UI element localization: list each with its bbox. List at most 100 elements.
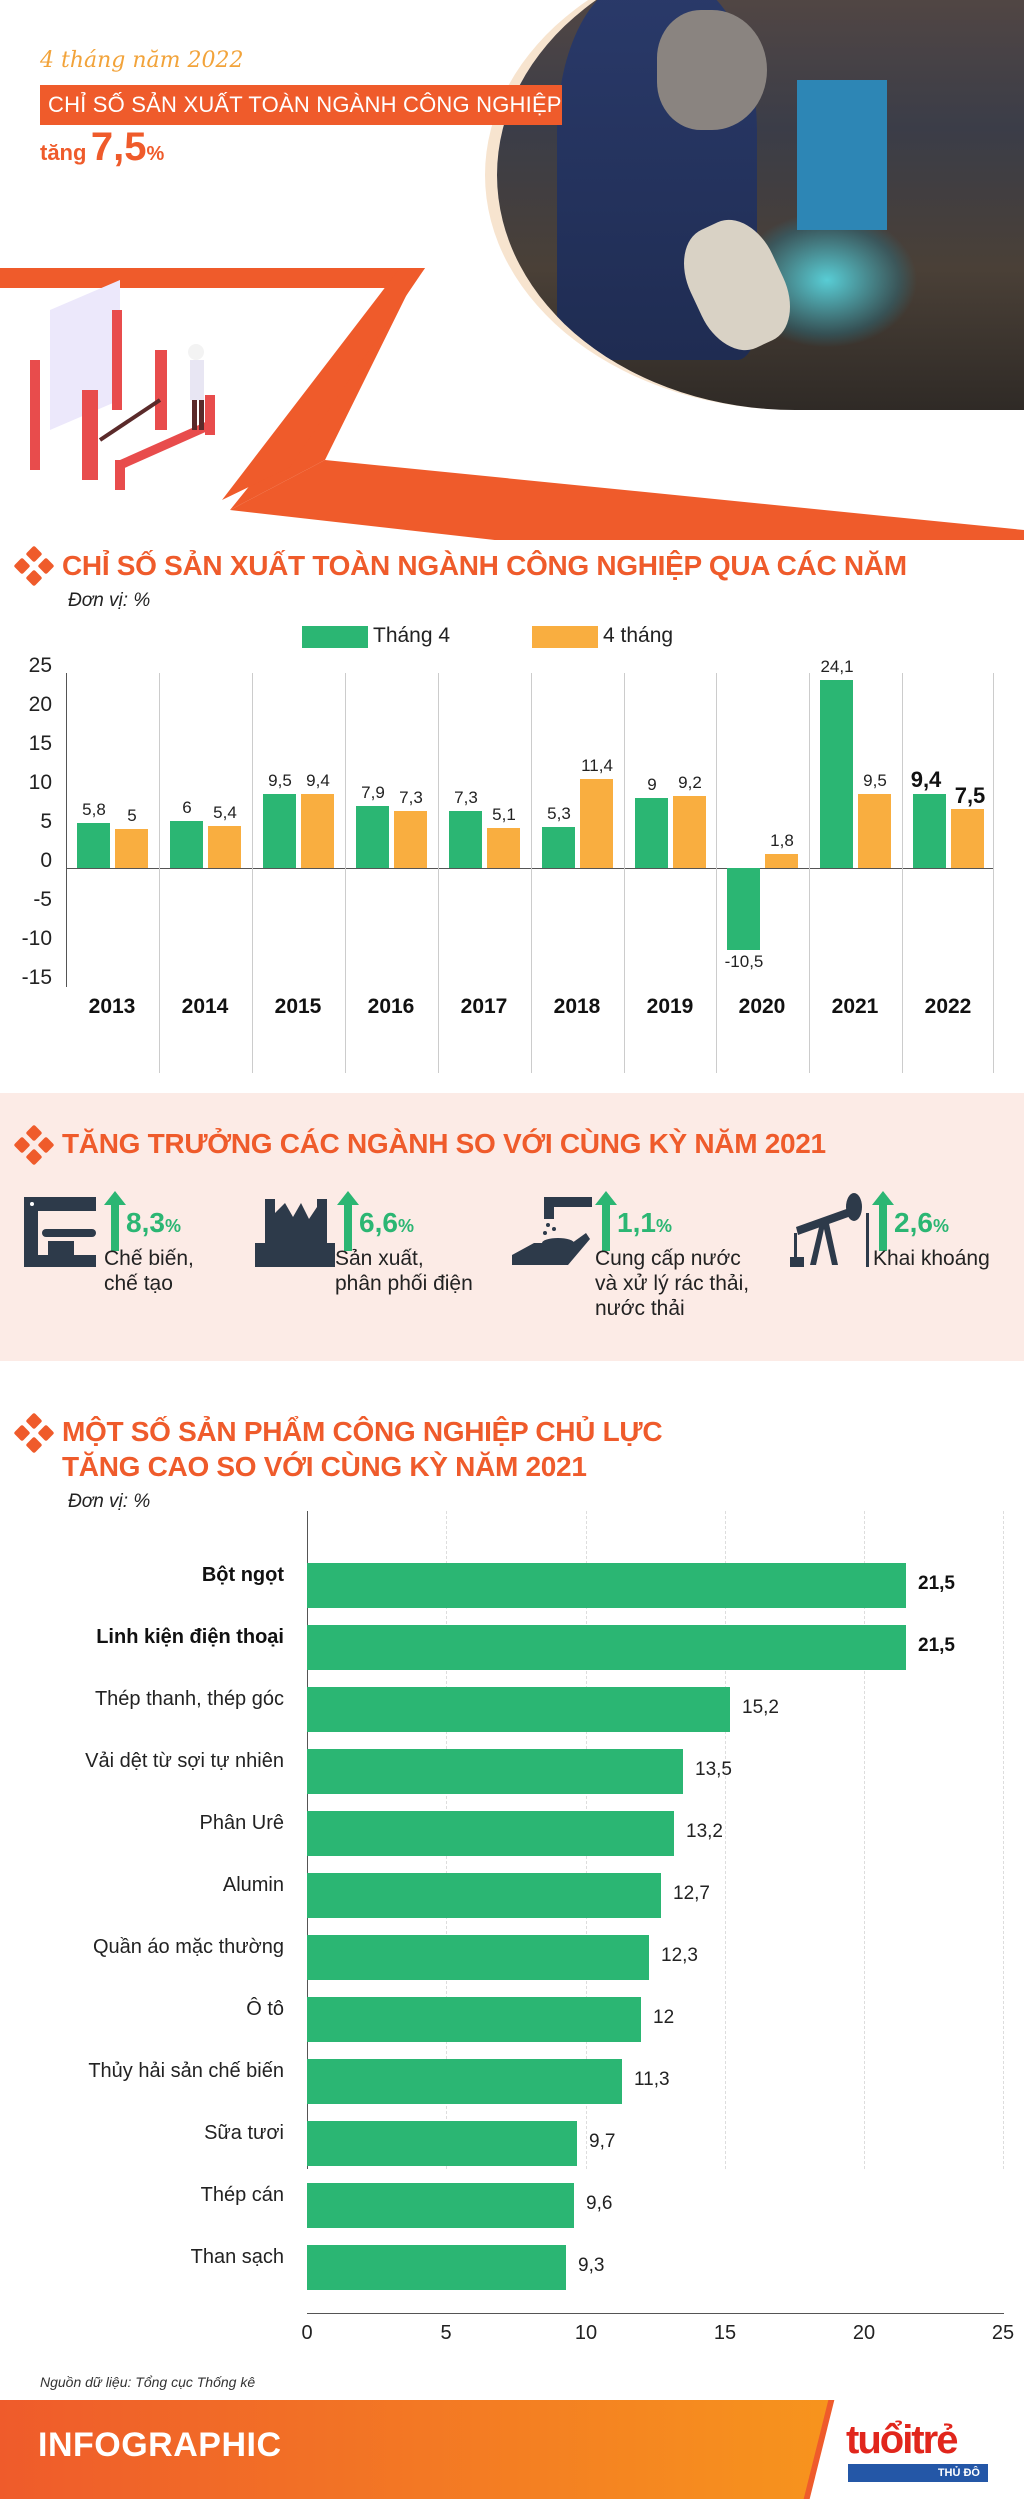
- product-value: 12,3: [661, 1945, 698, 1966]
- bar-2013-thang4: [77, 823, 110, 868]
- ytick: -10: [21, 927, 52, 950]
- bar-2017-4thang: [487, 828, 520, 868]
- product-label: Than sạch: [190, 2246, 284, 2268]
- growth-value: 2,6%: [894, 1207, 949, 1238]
- product-label: Thép thanh, thép góc: [94, 1688, 284, 1710]
- bar-2022-4thang: [951, 809, 984, 868]
- product-label: Vải dệt từ sợi tự nhiên: [85, 1750, 284, 1772]
- y-axis: [66, 673, 67, 987]
- product-value: 9,6: [586, 2193, 613, 2214]
- product-value: 21,5: [918, 1635, 955, 1656]
- x-tick: 25: [991, 2322, 1015, 2344]
- key-products-chart: MỘT SỐ SẢN PHẨM CÔNG NGHIỆP CHỦ LỰC TĂNG…: [0, 1361, 1024, 2351]
- up-arrow-icon: [337, 1191, 359, 1251]
- product-value: 13,2: [686, 1821, 723, 1842]
- x-tick: 0: [301, 2322, 313, 2344]
- product-label: Alumin: [222, 1874, 284, 1896]
- unit-label: Đơn vị: %: [68, 1491, 151, 1512]
- bar-2015-thang4: [263, 794, 296, 868]
- growth-value: 8,3%: [126, 1207, 181, 1238]
- value-label: 5: [127, 806, 137, 825]
- product-bar: [307, 2183, 574, 2228]
- welding-machine: [797, 80, 887, 230]
- section-title-yearly: CHỈ SỐ SẢN XUẤT TOÀN NGÀNH CÔNG NGHIỆP Q…: [62, 550, 907, 581]
- ytick: 5: [40, 810, 52, 833]
- up-arrow-icon: [872, 1191, 894, 1251]
- bar-2021-thang4: [820, 680, 853, 868]
- period-label: 4 tháng năm 2022: [40, 48, 244, 73]
- product-label: Phân Urê: [199, 1812, 285, 1834]
- products-x-axis: [307, 2313, 1004, 2314]
- bar-2018-thang4: [542, 827, 575, 868]
- x-tick: 10: [574, 2322, 598, 2344]
- product-value: 12,7: [673, 1883, 710, 1904]
- power-plant-icon: [255, 1199, 335, 1267]
- diamond-cluster-icon: [14, 1125, 54, 1165]
- diamond-cluster-icon: [14, 1413, 54, 1453]
- data-source: Nguồn dữ liệu: Tổng cục Thống kê: [40, 2374, 256, 2390]
- x-tick: 5: [440, 2322, 452, 2344]
- product-bar: [307, 1749, 683, 1794]
- welding-helmet: [657, 10, 767, 130]
- ytick: 15: [28, 732, 52, 755]
- value-label: 6: [182, 798, 192, 817]
- product-label: Bột ngọt: [201, 1564, 284, 1586]
- x-label: 2018: [553, 995, 601, 1018]
- legend-label-4thang: 4 tháng: [603, 624, 674, 647]
- water-tap-hand-icon: [512, 1197, 592, 1265]
- yearly-index-chart: CHỈ SỐ SẢN XUẤT TOÀN NGÀNH CÔNG NGHIỆP Q…: [0, 540, 1024, 1073]
- product-bar: [307, 2059, 622, 2104]
- zero-line: [66, 868, 993, 869]
- product-label: Linh kiện điện thoại: [96, 1626, 284, 1648]
- growth-label: Sản xuất, phân phối điện: [335, 1247, 473, 1295]
- bar-2022-thang4: [913, 794, 946, 868]
- value-label: 24,1: [820, 657, 854, 676]
- value-label-highlight: 7,5: [954, 783, 986, 808]
- value-label: 9: [647, 775, 657, 794]
- x-label: 2017: [460, 995, 508, 1018]
- infographic-label: INFOGRAPHIC: [38, 2426, 282, 2464]
- product-value: 13,5: [695, 1759, 732, 1780]
- growth-value: 1,1%: [617, 1207, 672, 1238]
- growth-label: Cung cấp nước và xử lý rác thải, nước thải: [595, 1247, 750, 1320]
- product-bar: [307, 1873, 661, 1918]
- value-label: 7,3: [454, 788, 478, 807]
- section-title-products-2: TĂNG CAO SO VỚI CÙNG KỲ NĂM 2021: [62, 1451, 587, 1482]
- value-label: 5,8: [82, 800, 106, 819]
- ytick: -5: [33, 888, 52, 911]
- product-value: 11,3: [634, 2069, 670, 2090]
- ytick: 0: [40, 849, 52, 872]
- increase-unit: %: [146, 143, 165, 165]
- product-value: 9,7: [589, 2131, 616, 2152]
- bar-2013-4thang: [115, 829, 148, 868]
- x-label: 2016: [367, 995, 415, 1018]
- diamond-cluster-icon: [14, 546, 54, 586]
- bar-2017-thang4: [449, 811, 482, 868]
- ytick: 10: [28, 771, 52, 794]
- bar-2020-4thang: [765, 854, 798, 868]
- ytick: 20: [28, 693, 52, 716]
- product-bar: [307, 1625, 906, 1670]
- value-label: 7,3: [399, 788, 423, 807]
- bar-2020-thang4: [727, 868, 760, 950]
- increase-word: tăng: [40, 140, 87, 165]
- footer-banner: INFOGRAPHIC tuổitrẻ THỦ ĐÔ: [0, 2400, 1024, 2499]
- legend-swatch-4thang: [532, 626, 598, 648]
- x-label: 2020: [738, 995, 786, 1018]
- bar-2021-4thang: [858, 794, 891, 868]
- header-banner: 4 tháng năm 2022 CHỈ SỐ SẢN XUẤT TOÀN NG…: [0, 0, 1024, 540]
- value-label: 9,5: [268, 771, 292, 790]
- x-tick: 20: [852, 2322, 876, 2344]
- product-value: 21,5: [918, 1573, 955, 1594]
- up-arrow-icon: [104, 1191, 126, 1251]
- factory-isometric-illustration: [30, 280, 215, 490]
- sector-growth-panel: TĂNG TRƯỞNG CÁC NGÀNH SO VỚI CÙNG KỲ NĂM…: [0, 1093, 1024, 1361]
- product-bar: [307, 2245, 566, 2290]
- ytick: -15: [21, 966, 52, 989]
- product-value: 12: [653, 2007, 675, 2028]
- section-title-products-1: MỘT SỐ SẢN PHẨM CÔNG NGHIỆP CHỦ LỰC: [62, 1416, 663, 1447]
- product-bar: [307, 2121, 577, 2166]
- x-label: 2019: [646, 995, 694, 1018]
- orange-ribbon-shape: [0, 268, 1024, 540]
- oil-pump-icon: [790, 1193, 869, 1267]
